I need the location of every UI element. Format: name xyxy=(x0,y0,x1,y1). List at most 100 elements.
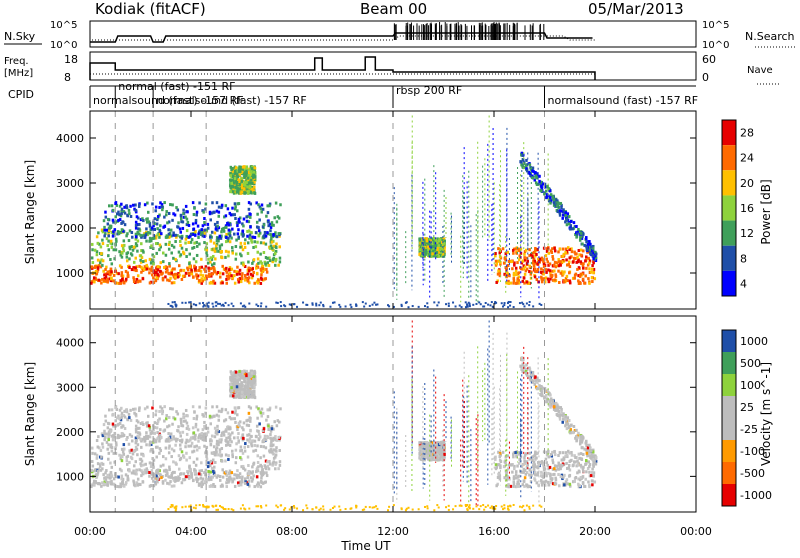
velocity-cell xyxy=(418,441,421,444)
velocity-cell xyxy=(237,436,240,439)
velocity-cell xyxy=(225,453,228,456)
velocity-cell xyxy=(225,430,228,433)
power-cell xyxy=(320,302,322,304)
power-cell xyxy=(258,218,261,221)
velocity-cell xyxy=(166,482,169,485)
power-cell xyxy=(221,304,223,306)
power-cell xyxy=(181,247,184,250)
velocity-cell xyxy=(272,462,275,465)
velocity-cell xyxy=(257,461,260,464)
colorbar-swatch xyxy=(722,145,736,170)
velocity-cell xyxy=(111,466,114,469)
power-cell xyxy=(580,254,583,257)
power-cell xyxy=(101,239,104,242)
power-cell xyxy=(466,305,468,307)
power-cell xyxy=(193,207,196,210)
power-cell xyxy=(215,228,218,231)
power-cell xyxy=(93,280,96,283)
power-cell xyxy=(213,242,216,245)
power-cell xyxy=(107,254,110,257)
power-cell xyxy=(296,306,298,308)
velocity-cell xyxy=(260,485,263,488)
velocity-cell xyxy=(128,469,131,472)
power-cell xyxy=(212,303,214,305)
power-cell xyxy=(180,231,183,234)
power-cell xyxy=(547,260,550,263)
velocity-cell xyxy=(248,405,251,408)
velocity-cell xyxy=(186,414,189,417)
power-cell xyxy=(569,228,572,231)
velocity-cell xyxy=(128,443,131,446)
power-cell xyxy=(196,211,199,214)
power-cell xyxy=(149,258,152,261)
power-cell xyxy=(221,281,224,284)
velocity-cell xyxy=(176,429,179,432)
velocity-cell xyxy=(147,415,150,418)
velocity-cell xyxy=(134,460,137,463)
velocity-cell xyxy=(154,421,157,424)
power-cell xyxy=(541,280,544,283)
power-cell xyxy=(97,266,100,269)
velocity-cell xyxy=(234,421,237,424)
velocity-cell xyxy=(181,481,184,484)
power-cell xyxy=(238,273,241,276)
power-cell xyxy=(151,202,154,205)
velocity-cell xyxy=(166,438,169,441)
velocity-cell xyxy=(185,452,188,455)
power-cell xyxy=(549,262,552,265)
power-cell xyxy=(263,251,266,254)
velocity-cell xyxy=(148,471,151,474)
velocity-cell xyxy=(122,450,125,453)
power-cell xyxy=(426,239,429,242)
velocity-cell xyxy=(173,484,176,487)
power-cell xyxy=(252,174,255,177)
velocity-cell xyxy=(166,425,169,428)
power-cell xyxy=(345,305,347,307)
velocity-cell xyxy=(246,370,249,373)
power-cell xyxy=(355,303,357,305)
velocity-cell xyxy=(142,423,145,426)
power-cell xyxy=(142,277,145,280)
velocity-cell xyxy=(228,432,231,435)
power-cell xyxy=(237,232,240,235)
power-cell xyxy=(174,276,177,279)
velocity-cell xyxy=(127,455,129,458)
power-cell xyxy=(525,269,528,272)
velocity-cell xyxy=(279,407,282,410)
power-cell xyxy=(209,236,212,239)
power-cell xyxy=(588,282,591,285)
power-cell xyxy=(259,253,262,256)
power-cell xyxy=(244,306,246,308)
power-cell xyxy=(235,258,238,261)
power-cell xyxy=(139,280,142,283)
power-cell xyxy=(241,272,244,275)
velocity-cell xyxy=(246,424,249,427)
velocity-cell xyxy=(261,408,264,411)
power-cell xyxy=(559,248,562,251)
power-cell xyxy=(121,256,124,259)
velocity-cell xyxy=(262,412,265,415)
velocity-cell xyxy=(103,423,106,426)
velocity-cell xyxy=(220,434,223,437)
power-cell xyxy=(584,274,587,277)
velocity-cell xyxy=(188,428,191,431)
velocity-cell xyxy=(148,424,151,427)
power-cell xyxy=(311,302,313,304)
power-cell xyxy=(135,235,138,238)
velocity-cell xyxy=(275,450,278,453)
power-cell xyxy=(277,302,279,304)
power-cell xyxy=(149,281,152,284)
power-cell xyxy=(160,273,163,276)
velocity-cell xyxy=(251,471,254,474)
nave-label: Nave xyxy=(747,65,773,76)
colorbar-tick-label: 12 xyxy=(740,227,754,240)
power-cell xyxy=(105,216,108,219)
power-cell xyxy=(97,242,100,245)
velocity-cell xyxy=(188,466,191,469)
power-cell xyxy=(590,245,593,248)
power-cell xyxy=(266,271,269,274)
power-cell xyxy=(238,183,241,186)
velocity-cell xyxy=(103,430,106,433)
power-cell xyxy=(121,252,124,255)
power-cell xyxy=(236,181,239,184)
